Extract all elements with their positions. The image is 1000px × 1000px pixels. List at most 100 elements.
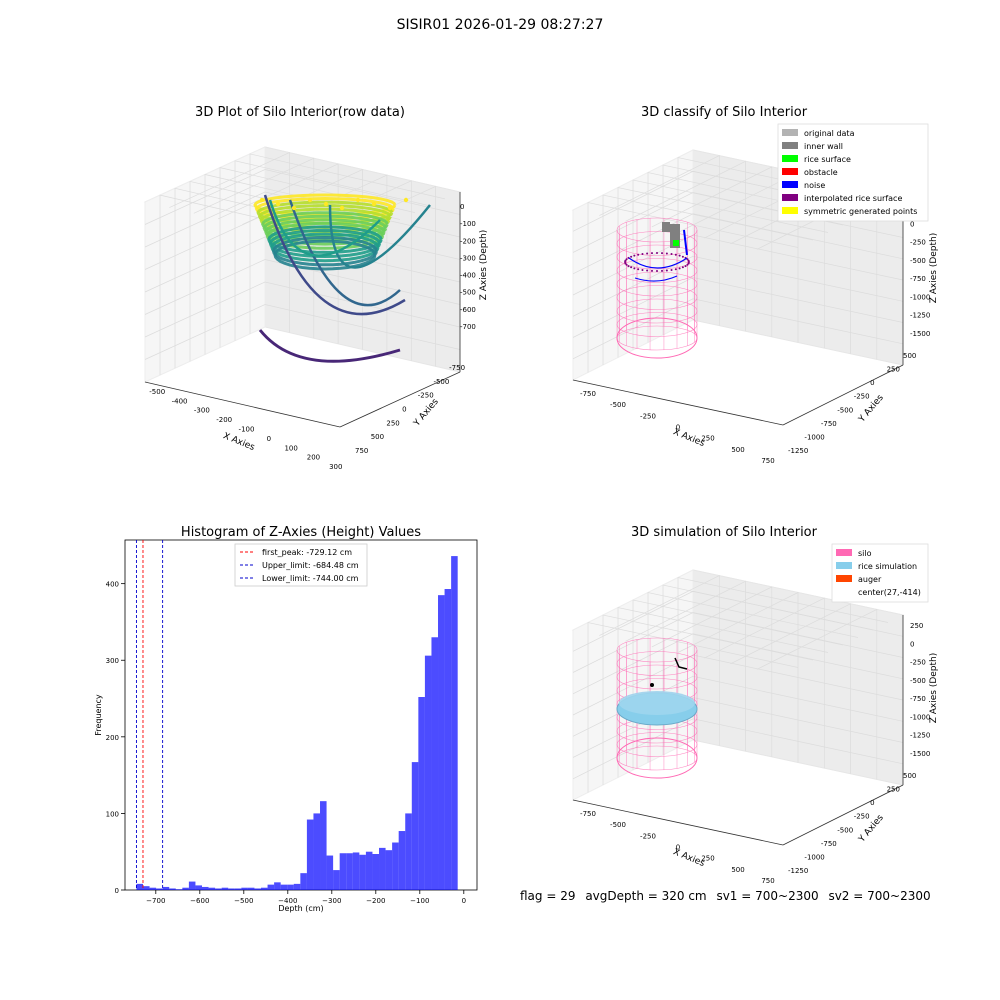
- inner-wall-block: [662, 222, 670, 232]
- grid-line: [625, 160, 746, 332]
- interpolated-point: [646, 269, 649, 272]
- silo-ring: [616, 258, 698, 283]
- figure-title: SISIR01 2026-01-29 08:27:27: [396, 17, 604, 33]
- grid-line: [602, 194, 814, 365]
- y-tick-label: 400: [106, 581, 119, 589]
- scatter-point: [307, 197, 313, 203]
- x-axis-label: X Axies: [221, 431, 256, 453]
- x-axis-label: X Axies: [671, 847, 706, 869]
- flag-value: flag = 29: [520, 889, 576, 903]
- chart-title: 3D classify of Silo Interior: [641, 105, 808, 120]
- sv2-value: sv2 = 700~2300: [828, 889, 931, 903]
- interpolated-point: [687, 262, 690, 265]
- grid-line: [572, 277, 904, 338]
- noise-curve: [634, 275, 678, 282]
- z-tick-label: -300: [460, 254, 476, 262]
- z-tick-label: -1000: [910, 713, 930, 721]
- legend-label: interpolated rice surface: [804, 194, 902, 203]
- legend-label: inner wall: [804, 142, 843, 151]
- interpolated-point: [641, 269, 644, 272]
- scatter-point: [339, 205, 345, 211]
- scatter-ring: [262, 214, 388, 242]
- z-tick-label: -1500: [910, 330, 930, 338]
- interpolated-point: [633, 267, 636, 270]
- sv1-value: sv1 = 700~2300: [716, 889, 819, 903]
- grid-line: [219, 167, 416, 348]
- panel-simulation: 3D simulation of Silo Interior-750-500-2…: [571, 525, 939, 885]
- silo-wireframe: [616, 217, 698, 359]
- scatter-point: [371, 201, 377, 207]
- z-tick-label: -700: [460, 323, 476, 331]
- y-axis-line: [782, 784, 904, 846]
- x-tick-label: -750: [580, 390, 596, 398]
- chart-title: 3D Plot of Silo Interior(row data): [195, 105, 405, 120]
- y-tick-label: 200: [106, 734, 119, 742]
- interpolated-point: [686, 263, 689, 266]
- rice-surface-patch: [673, 240, 679, 246]
- avg-depth-value: avgDepth = 320 cm: [585, 889, 707, 903]
- histogram-bar: [287, 884, 294, 890]
- legend-label: symmetric generated points: [804, 207, 917, 216]
- y-axis-line: [782, 364, 904, 426]
- histogram-bar: [424, 655, 432, 890]
- histogram-bar: [156, 888, 163, 890]
- grid-line: [599, 155, 720, 326]
- interpolated-point: [650, 269, 653, 272]
- auger-marker: [674, 657, 688, 670]
- histogram-bar: [221, 887, 229, 890]
- x-tick-label: -250: [640, 412, 656, 420]
- grid-line: [587, 622, 799, 793]
- histogram-bar: [169, 888, 176, 890]
- z-axis-label: Z Axies (Depth): [929, 653, 939, 724]
- y-tick-label: 500: [903, 772, 916, 780]
- legend-box: [777, 123, 929, 222]
- legend-swatch: [782, 207, 798, 214]
- x-axis-label: Depth (cm): [278, 904, 323, 913]
- panel-classify: 3D classify of Silo Interior -750 -500 -250…: [571, 105, 939, 465]
- legend-swatch: [782, 168, 798, 175]
- z-tick-label: 0: [910, 640, 914, 648]
- grid-line: [651, 586, 773, 757]
- interpolated-point: [661, 252, 664, 255]
- silo-ring: [616, 244, 698, 270]
- interpolated-point: [681, 266, 684, 269]
- noise-line: [683, 229, 688, 256]
- scatter-ring: [268, 228, 382, 259]
- histogram-bar: [346, 853, 353, 890]
- histogram-bar: [418, 697, 425, 890]
- grid-line: [193, 157, 315, 339]
- interpolated-point: [627, 265, 630, 268]
- legend-label: noise: [804, 181, 825, 190]
- grid-line: [587, 202, 799, 373]
- x-tick-label: 250: [701, 855, 714, 863]
- interpolated-point: [633, 254, 636, 257]
- interpolated-point: [656, 252, 658, 254]
- histogram-bar: [379, 847, 386, 890]
- interpolated-point: [684, 265, 687, 268]
- legend: first_peak: -729.12 cm Upper_limit: -684.…: [234, 543, 368, 587]
- legend-swatch: [836, 549, 852, 556]
- y-tick-label: 0: [115, 887, 119, 895]
- grid-line: [599, 575, 720, 746]
- z-tick-label: -500: [910, 257, 926, 265]
- histogram-bar: [320, 801, 327, 890]
- legend: silo rice simulation auger center(27,-414): [831, 543, 929, 603]
- interpolated-point: [670, 269, 673, 272]
- scatter-arc: [263, 194, 406, 316]
- x-tick-label: 300: [329, 463, 342, 471]
- scatter-point: [403, 197, 409, 203]
- grid-line: [572, 213, 904, 275]
- z-tick-label: 0: [910, 220, 914, 228]
- grid-line: [572, 718, 904, 780]
- histogram-bar: [398, 831, 406, 890]
- x-tick-label: −400: [278, 897, 297, 905]
- histogram-bar: [405, 813, 412, 890]
- histogram-bar: [451, 556, 458, 890]
- legend-swatch: [836, 575, 852, 582]
- x-tick-label: 0: [676, 424, 680, 432]
- legend: original data inner wall rice surface obsta…: [777, 123, 929, 222]
- grid-line: [144, 236, 461, 293]
- histogram-bar: [326, 855, 334, 890]
- panel-raw-data: 3D Plot of Silo Interior(row data) -500 -4…: [143, 105, 489, 471]
